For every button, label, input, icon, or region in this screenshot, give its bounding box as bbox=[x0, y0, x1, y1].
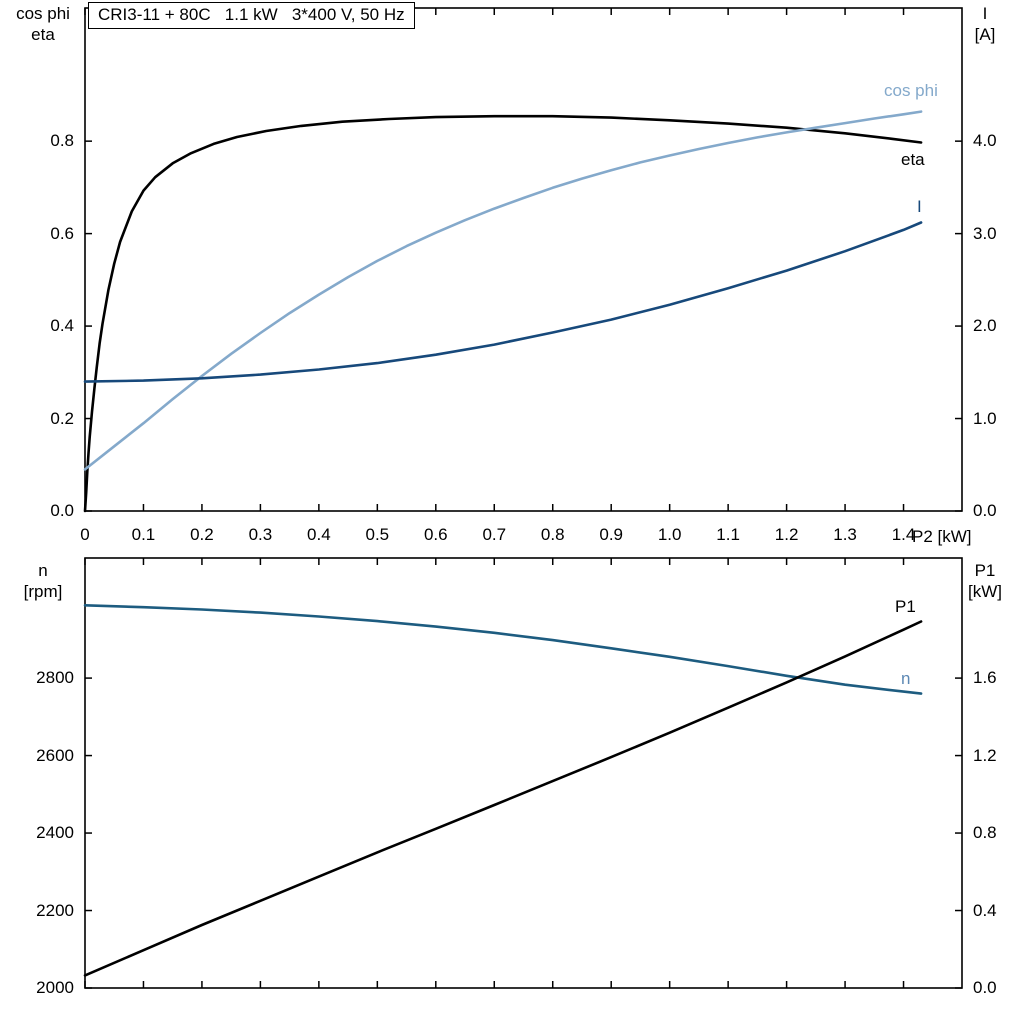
bottom-right-axis-title: P1 [kW] bbox=[952, 560, 1018, 603]
x-tick-label: 1.1 bbox=[716, 525, 740, 544]
y-left-tick-label: 0.4 bbox=[50, 316, 74, 336]
y-left-tick-label: 2000 bbox=[36, 978, 74, 997]
axis-title-i: I bbox=[982, 4, 988, 23]
x-tick-label: 0 bbox=[80, 525, 90, 544]
axis-title-p1: P1 bbox=[974, 561, 996, 580]
eta-curve-label: eta bbox=[901, 150, 925, 169]
x-tick-label: 1.0 bbox=[657, 525, 682, 544]
y-right-tick-label: 3.0 bbox=[973, 223, 997, 243]
x-tick-label: 0.3 bbox=[248, 525, 273, 544]
y-left-tick-label: 2200 bbox=[36, 900, 74, 920]
current-curve bbox=[83, 221, 923, 383]
y-right-tick-label: 2.0 bbox=[973, 316, 997, 336]
top-plot-frame bbox=[84, 7, 963, 512]
y-right-tick-label: 1.6 bbox=[973, 668, 997, 688]
cos-phi-curve-label: cos phi bbox=[884, 81, 938, 100]
x-axis-title: P2 [kW] bbox=[912, 527, 972, 546]
axis-title-cos-phi: cos phi bbox=[16, 4, 70, 23]
axis-title-i-unit: [A] bbox=[974, 25, 996, 45]
y-right-tick-label: 1.2 bbox=[973, 745, 997, 765]
n-curve bbox=[83, 603, 923, 695]
y-right-tick-label: 0.8 bbox=[973, 823, 997, 843]
x-tick-label: 0.2 bbox=[190, 525, 214, 544]
top-right-axis-title: I [A] bbox=[952, 3, 1018, 46]
axis-title-n-unit: [rpm] bbox=[23, 582, 63, 602]
y-right-tick-label: 0.0 bbox=[973, 501, 997, 520]
axis-title-n: n bbox=[38, 561, 48, 580]
x-tick-label: 0.5 bbox=[365, 525, 390, 544]
y-left-tick-label: 2800 bbox=[36, 668, 74, 688]
p1-curve-label: P1 bbox=[895, 597, 916, 616]
x-tick-label: 1.2 bbox=[774, 525, 799, 544]
current-curve-label: I bbox=[917, 197, 922, 216]
top-left-axis-title: cos phi eta bbox=[4, 3, 82, 46]
n-curve-label: n bbox=[901, 669, 911, 688]
x-tick-label: 0.8 bbox=[540, 525, 565, 544]
bottom-plot-frame bbox=[84, 557, 963, 989]
cos-phi-curve bbox=[83, 110, 923, 471]
p1-curve bbox=[83, 620, 923, 977]
y-left-tick-label: 0.8 bbox=[50, 131, 74, 151]
x-tick-label: 0.4 bbox=[307, 525, 331, 544]
chart-title: CRI3-11 + 80C 1.1 kW 3*400 V, 50 Hz bbox=[88, 2, 415, 29]
y-left-tick-label: 0.0 bbox=[50, 501, 74, 520]
y-left-tick-label: 0.6 bbox=[50, 223, 74, 243]
x-tick-label: 0.6 bbox=[423, 525, 448, 544]
x-tick-label: 0.1 bbox=[131, 525, 156, 544]
bottom-left-axis-title: n [rpm] bbox=[4, 560, 82, 603]
axis-title-p1-unit: [kW] bbox=[968, 582, 1002, 602]
y-right-tick-label: 0.4 bbox=[973, 900, 997, 920]
y-left-tick-label: 2600 bbox=[36, 745, 74, 765]
x-tick-label: 0.7 bbox=[482, 525, 507, 544]
x-tick-label: 1.3 bbox=[833, 525, 857, 544]
y-right-tick-label: 4.0 bbox=[973, 131, 997, 151]
x-tick-label: 0.9 bbox=[599, 525, 624, 544]
y-left-tick-label: 2400 bbox=[36, 823, 74, 843]
axis-title-eta: eta bbox=[31, 25, 55, 45]
y-left-tick-label: 0.2 bbox=[50, 408, 74, 428]
eta-curve bbox=[83, 114, 923, 513]
y-right-tick-label: 0.0 bbox=[973, 978, 997, 997]
y-right-tick-label: 1.0 bbox=[973, 408, 997, 428]
x-tick-label: 1.4 bbox=[891, 525, 916, 544]
